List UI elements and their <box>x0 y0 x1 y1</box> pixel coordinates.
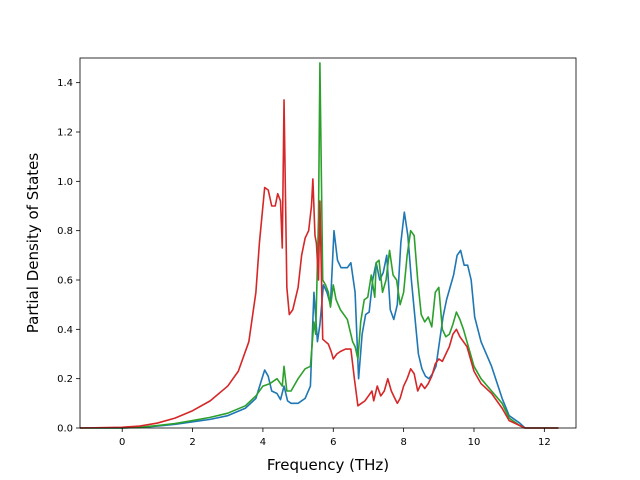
y-tick-label: 1.2 <box>57 128 73 139</box>
y-tick-label: 1.4 <box>57 78 73 89</box>
x-tick-label: 12 <box>538 437 551 448</box>
y-tick-label: 0.6 <box>57 276 73 287</box>
x-tick-label: 4 <box>260 437 266 448</box>
y-tick-label: 0.0 <box>57 424 73 435</box>
series-lines <box>79 62 559 429</box>
y-tick-label: 0.2 <box>57 374 73 385</box>
y-tick-label: 0.8 <box>57 226 73 237</box>
x-tick-label: 2 <box>189 437 195 448</box>
x-tick-label: 6 <box>330 437 336 448</box>
y-tick-label: 0.4 <box>57 325 73 336</box>
x-axis-label: Frequency (THz) <box>267 456 389 474</box>
series-line-1 <box>80 211 559 429</box>
series-line-3 <box>79 99 559 429</box>
axis-ticks: 0 2 4 6 8 10 12 0.0 0.2 0.4 0.6 0.8 1.0 1.2 1.4 <box>57 78 551 448</box>
x-tick-label: 0 <box>119 437 125 448</box>
y-axis-label: Partial Density of States <box>24 153 42 334</box>
x-tick-label: 8 <box>400 437 406 448</box>
x-tick-label: 10 <box>468 437 481 448</box>
plot-frame <box>79 57 577 429</box>
series-line-2 <box>80 62 559 429</box>
y-tick-label: 1.0 <box>57 177 73 188</box>
